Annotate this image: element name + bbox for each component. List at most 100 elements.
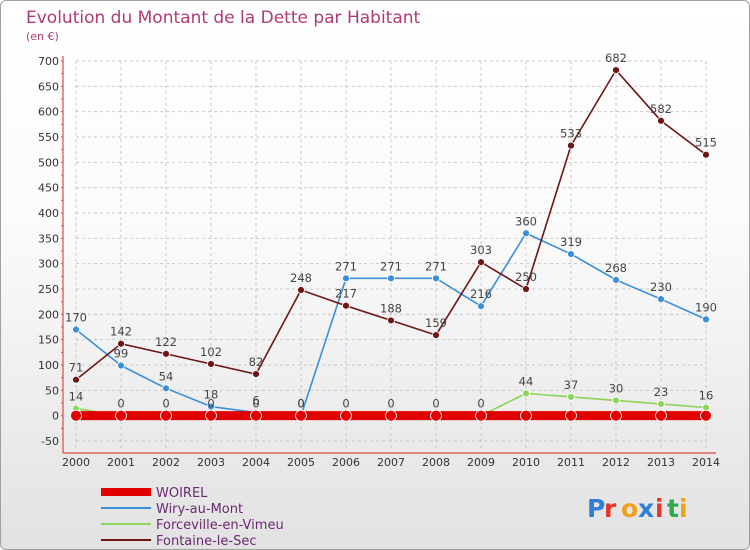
- brand-letter: i: [679, 494, 688, 523]
- data-label: 0: [297, 397, 304, 411]
- data-point: [205, 409, 217, 422]
- data-point: [700, 409, 712, 422]
- y-tick-label: 50: [45, 384, 59, 397]
- data-label: 0: [342, 397, 349, 411]
- data-label: 0: [162, 397, 169, 411]
- data-label: 271: [380, 259, 402, 273]
- data-point: [432, 274, 440, 283]
- data-label: 18: [204, 388, 219, 402]
- data-point: [430, 409, 442, 422]
- data-label: 6: [252, 394, 259, 408]
- data-point: [657, 400, 665, 408]
- data-label: 82: [249, 355, 264, 369]
- y-tick-label: 200: [38, 308, 59, 321]
- data-label: 14: [69, 390, 84, 404]
- data-label: 230: [650, 280, 672, 294]
- data-point: [567, 393, 575, 401]
- x-tick-label: 2005: [287, 456, 315, 469]
- data-point: [657, 295, 665, 304]
- data-label: 0: [117, 397, 124, 411]
- y-tick-label: 600: [38, 106, 59, 119]
- data-label: 682: [605, 51, 627, 65]
- data-label: 268: [605, 261, 627, 275]
- data-label: 250: [515, 270, 537, 284]
- x-tick-label: 2006: [332, 456, 360, 469]
- x-tick-label: 2002: [152, 456, 180, 469]
- data-point: [565, 409, 577, 422]
- data-point: [610, 409, 622, 422]
- x-tick-label: 2000: [62, 456, 90, 469]
- x-tick-label: 2009: [467, 456, 495, 469]
- x-tick-label: 2012: [602, 456, 630, 469]
- data-label: 30: [609, 381, 624, 395]
- x-tick-label: 2010: [512, 456, 540, 469]
- data-label: 142: [110, 325, 132, 339]
- data-point: [567, 141, 575, 150]
- grid-lines: [75, 60, 707, 451]
- data-point: [432, 331, 440, 340]
- data-point: [702, 315, 710, 324]
- data-label: 0: [432, 397, 439, 411]
- x-tick-label: 2003: [197, 456, 225, 469]
- y-tick-label: 700: [38, 55, 59, 68]
- y-tick-label: 450: [38, 182, 59, 195]
- data-point: [702, 150, 710, 159]
- data-point: [477, 302, 485, 311]
- axes: -500501001502002503003504004505005506006…: [38, 55, 720, 469]
- data-label: 122: [155, 335, 177, 349]
- y-tick-label: 400: [38, 207, 59, 220]
- x-tick-label: 2001: [107, 456, 135, 469]
- data-point: [612, 275, 620, 284]
- data-point: [340, 409, 352, 422]
- data-point: [252, 370, 260, 379]
- data-label: 216: [470, 287, 492, 301]
- data-label: 37: [564, 378, 579, 392]
- x-tick-label: 2004: [242, 456, 270, 469]
- y-tick-label: 550: [38, 131, 59, 144]
- data-point: [160, 409, 172, 422]
- data-point: [657, 116, 665, 125]
- data-label: 360: [515, 214, 537, 228]
- brand-letter: i: [655, 494, 664, 523]
- y-tick-label: 500: [38, 156, 59, 169]
- data-point: [520, 409, 532, 422]
- data-label: 533: [560, 127, 582, 141]
- y-tick-label: -50: [41, 435, 59, 448]
- data-label: 188: [380, 301, 402, 315]
- data-point: [295, 409, 307, 422]
- data-label: 0: [207, 397, 214, 411]
- brand-letter: P: [587, 494, 605, 523]
- data-point: [297, 286, 305, 294]
- data-label: 515: [695, 136, 717, 150]
- brand-letter: t: [667, 494, 679, 523]
- data-point: [207, 360, 215, 368]
- legend-entry: Forceville-en-Vimeu: [156, 518, 284, 533]
- x-tick-label: 2011: [557, 456, 585, 469]
- data-label: 303: [470, 243, 492, 257]
- y-tick-label: 350: [38, 232, 59, 245]
- x-tick-label: 2014: [692, 456, 720, 469]
- data-point: [567, 250, 575, 258]
- data-point: [477, 258, 485, 267]
- data-point: [70, 409, 82, 422]
- data-label: 0: [297, 397, 304, 411]
- data-label: 582: [650, 102, 672, 116]
- data-point: [250, 409, 262, 422]
- chart-title: Evolution du Montant de la Dette par Hab…: [26, 8, 421, 28]
- data-label: 271: [335, 259, 357, 273]
- brand-letter: r: [604, 494, 617, 523]
- data-label: 159: [425, 316, 447, 330]
- y-tick-label: 650: [38, 80, 59, 93]
- data-label: 217: [335, 287, 357, 301]
- data-point: [475, 409, 487, 422]
- data-label: 23: [654, 385, 669, 399]
- data-label: 44: [519, 374, 534, 388]
- data-label: 0: [387, 397, 394, 411]
- data-point: [655, 409, 667, 422]
- data-point: [612, 396, 620, 405]
- data-point: [342, 274, 350, 283]
- data-label: 54: [159, 369, 174, 383]
- data-point: [72, 375, 80, 384]
